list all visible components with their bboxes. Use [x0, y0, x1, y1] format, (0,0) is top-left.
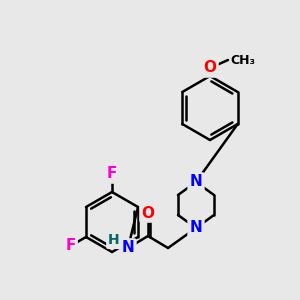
- Text: H: H: [108, 233, 120, 247]
- Text: N: N: [190, 175, 202, 190]
- Text: F: F: [107, 167, 117, 182]
- Text: O: O: [203, 61, 217, 76]
- Text: CH₃: CH₃: [230, 53, 255, 67]
- Text: O: O: [142, 206, 154, 220]
- Text: N: N: [122, 241, 134, 256]
- Text: N: N: [190, 220, 202, 236]
- Text: F: F: [65, 238, 76, 253]
